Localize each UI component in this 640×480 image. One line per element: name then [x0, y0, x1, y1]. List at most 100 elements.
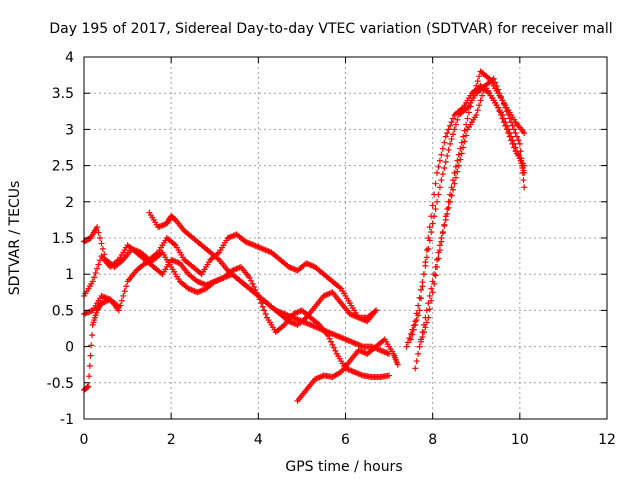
- data-point-interp: [423, 319, 430, 326]
- data-point-interp: [434, 198, 441, 205]
- data-point-interp: [509, 140, 516, 147]
- data-point-interp: [451, 180, 458, 187]
- data-point-interp: [429, 289, 436, 296]
- data-point-interp: [508, 137, 515, 144]
- data-point-interp: [418, 338, 425, 345]
- x-tick-label: 0: [80, 432, 89, 448]
- y-tick-label: 0.5: [52, 303, 74, 319]
- data-point-interp: [259, 303, 266, 310]
- data-point-interp: [434, 256, 441, 263]
- data-point-interp: [450, 131, 457, 138]
- data-point: [521, 184, 528, 191]
- data-point-interp: [439, 145, 446, 152]
- data-point: [451, 169, 458, 176]
- data-point-interp: [454, 168, 461, 175]
- data-point-interp: [463, 132, 470, 139]
- data-point-interp: [517, 148, 524, 155]
- data-point-interp: [407, 330, 414, 337]
- data-point-interp: [419, 283, 426, 290]
- x-tick-label: 12: [598, 432, 616, 448]
- data-point-interp: [457, 156, 464, 163]
- data-point-interp: [428, 297, 435, 304]
- data-point-interp: [431, 191, 438, 198]
- data-point: [403, 343, 410, 350]
- y-tick-label: -0.5: [47, 376, 74, 392]
- series-track2: [81, 242, 393, 357]
- data-point-interp: [447, 122, 454, 129]
- data-point-interp: [420, 271, 427, 278]
- data-point-interp: [436, 184, 443, 191]
- data-point-interp: [454, 157, 461, 164]
- data-point-interp: [448, 184, 455, 191]
- y-tick-label: 1: [65, 267, 74, 283]
- data-point-interp: [445, 126, 452, 133]
- data-point-interp: [415, 350, 422, 357]
- data-point: [386, 372, 393, 379]
- data-point-interp: [458, 139, 465, 146]
- data-point-interp: [118, 297, 125, 304]
- data-point-interp: [422, 259, 429, 266]
- data-point-interp: [423, 254, 430, 261]
- data-point: [429, 220, 436, 227]
- y-tick-label: 4: [65, 50, 74, 66]
- data-point-interp: [123, 283, 130, 290]
- data-point-interp: [249, 280, 256, 287]
- data-point-interp: [444, 130, 451, 137]
- data-point-interp: [415, 302, 422, 309]
- data-point-interp: [419, 333, 426, 340]
- data-point-interp: [463, 121, 470, 128]
- data-point-interp: [477, 97, 484, 104]
- data-point-interp: [431, 280, 438, 287]
- data-point-interp: [92, 269, 99, 276]
- data-point: [246, 274, 253, 281]
- series-track10: [416, 68, 528, 350]
- data-point-interp: [461, 127, 468, 134]
- data-point-interp: [442, 158, 449, 165]
- data-point-interp: [505, 130, 512, 137]
- data-point-interp: [458, 150, 465, 157]
- x-tick-label: 2: [167, 432, 176, 448]
- data-point: [438, 177, 445, 184]
- data-point-interp: [416, 294, 423, 301]
- data-point-interp: [492, 79, 499, 86]
- data-point-interp: [95, 229, 102, 236]
- data-point-interp: [436, 247, 443, 254]
- data-point-interp: [452, 163, 459, 170]
- data-point: [516, 140, 523, 147]
- data-point: [416, 343, 423, 350]
- data-point: [94, 224, 101, 231]
- data-point-interp: [87, 352, 94, 359]
- data-point-interp: [420, 329, 427, 336]
- series-track1: [81, 224, 380, 321]
- data-point-interp: [450, 115, 457, 122]
- data-point-interp: [332, 347, 339, 354]
- y-tick-label: 3.5: [52, 86, 74, 102]
- data-point-interp: [409, 331, 416, 338]
- data-point-interp: [480, 87, 487, 94]
- y-tick-label: 1.5: [52, 231, 74, 247]
- data-point-interp: [448, 136, 455, 143]
- data-point-interp: [451, 126, 458, 133]
- data-layer: [81, 68, 528, 404]
- data-point-interp: [410, 326, 417, 333]
- data-point: [412, 365, 419, 372]
- data-point: [460, 133, 467, 140]
- data-point-interp: [95, 261, 102, 268]
- x-tick-label: 10: [511, 432, 529, 448]
- data-point: [434, 169, 441, 176]
- data-point: [85, 383, 92, 390]
- data-point: [468, 97, 475, 104]
- series-track7: [403, 82, 528, 350]
- data-point-interp: [448, 192, 455, 199]
- data-point-interp: [423, 307, 430, 314]
- x-axis-label: GPS time / hours: [285, 459, 402, 475]
- data-point: [407, 336, 414, 343]
- data-point-interp: [413, 358, 420, 365]
- data-point-interp: [98, 240, 105, 247]
- data-point: [473, 111, 480, 118]
- data-point: [521, 130, 528, 137]
- data-point-interp: [496, 108, 503, 115]
- data-point-interp: [327, 338, 334, 345]
- data-point-interp: [455, 151, 462, 158]
- data-point-interp: [447, 191, 454, 198]
